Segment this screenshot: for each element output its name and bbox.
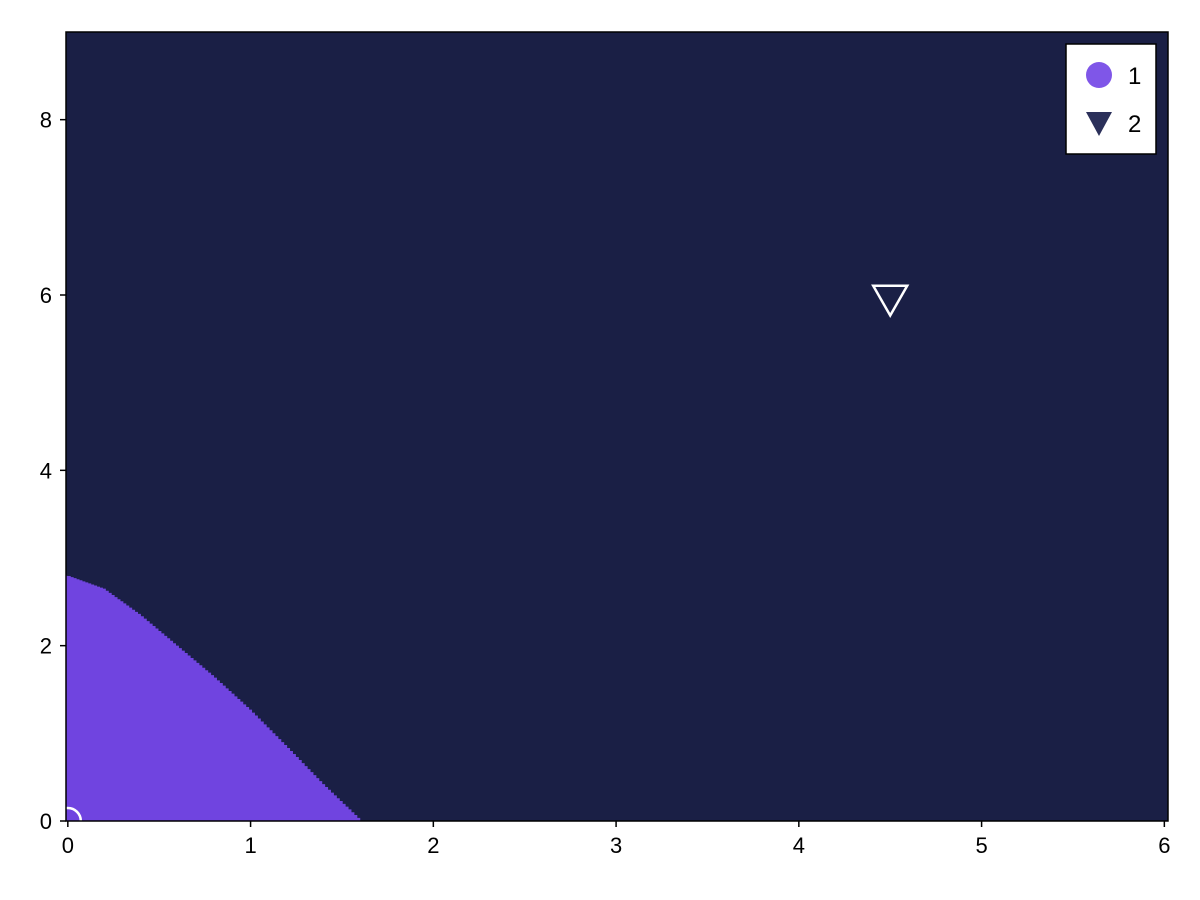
plot-background bbox=[66, 32, 1168, 821]
legend-marker-2 bbox=[1086, 111, 1112, 136]
legend: 12 bbox=[1065, 43, 1157, 155]
x-tick-label: 1 bbox=[244, 833, 256, 858]
marker-series-1 bbox=[66, 806, 83, 821]
legend-marker-1 bbox=[1086, 62, 1112, 88]
x-axis: 0 1 2 3 4 5 6 bbox=[62, 821, 1170, 858]
y-tick-label: 6 bbox=[40, 283, 52, 308]
y-tick-label: 4 bbox=[40, 458, 52, 483]
legend-box bbox=[1065, 43, 1157, 155]
x-tick-label: 3 bbox=[610, 833, 622, 858]
x-tick-label: 2 bbox=[427, 833, 439, 858]
x-tick-label: 6 bbox=[1158, 833, 1170, 858]
x-tick-label: 0 bbox=[62, 833, 74, 858]
legend-label-2: 2 bbox=[1128, 111, 1141, 138]
marker-series-2 bbox=[871, 284, 910, 319]
y-axis: 0 2 4 6 8 bbox=[40, 108, 66, 834]
legend-label-1: 1 bbox=[1128, 63, 1141, 90]
plot-frame bbox=[65, 31, 1169, 822]
data-markers bbox=[66, 284, 910, 821]
heatmap-regions bbox=[66, 575, 361, 821]
x-tick-label: 4 bbox=[793, 833, 805, 858]
y-tick-label: 0 bbox=[40, 809, 52, 834]
y-tick-label: 8 bbox=[40, 108, 52, 133]
y-tick-label: 2 bbox=[40, 634, 52, 659]
region-1 bbox=[66, 575, 361, 821]
x-tick-label: 5 bbox=[975, 833, 987, 858]
